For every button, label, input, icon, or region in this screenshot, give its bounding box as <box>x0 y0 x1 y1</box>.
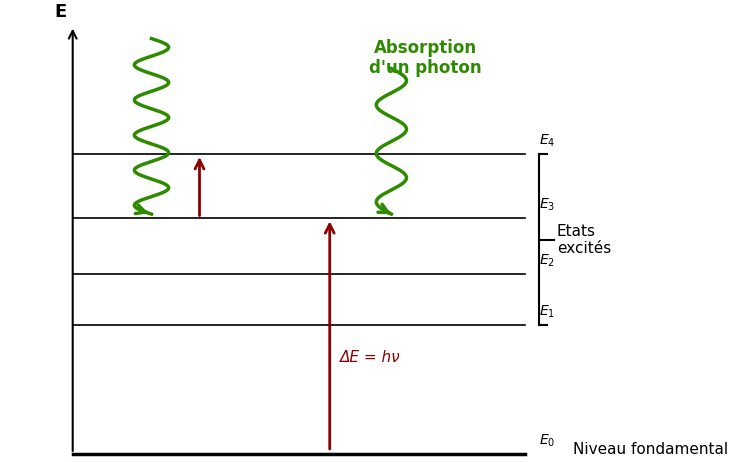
Text: $E_3$: $E_3$ <box>538 197 555 213</box>
Text: Etats
excités: Etats excités <box>556 224 611 256</box>
Text: ΔE = hν: ΔE = hν <box>340 350 400 365</box>
Text: $E_1$: $E_1$ <box>538 304 555 320</box>
Text: $E_2$: $E_2$ <box>538 253 555 269</box>
Text: E: E <box>54 3 67 21</box>
Text: Niveau fondamental: Niveau fondamental <box>573 442 728 457</box>
Text: Absorption
d'un photon: Absorption d'un photon <box>369 38 482 77</box>
Text: $E_4$: $E_4$ <box>538 133 555 149</box>
Text: $E_0$: $E_0$ <box>538 432 555 449</box>
